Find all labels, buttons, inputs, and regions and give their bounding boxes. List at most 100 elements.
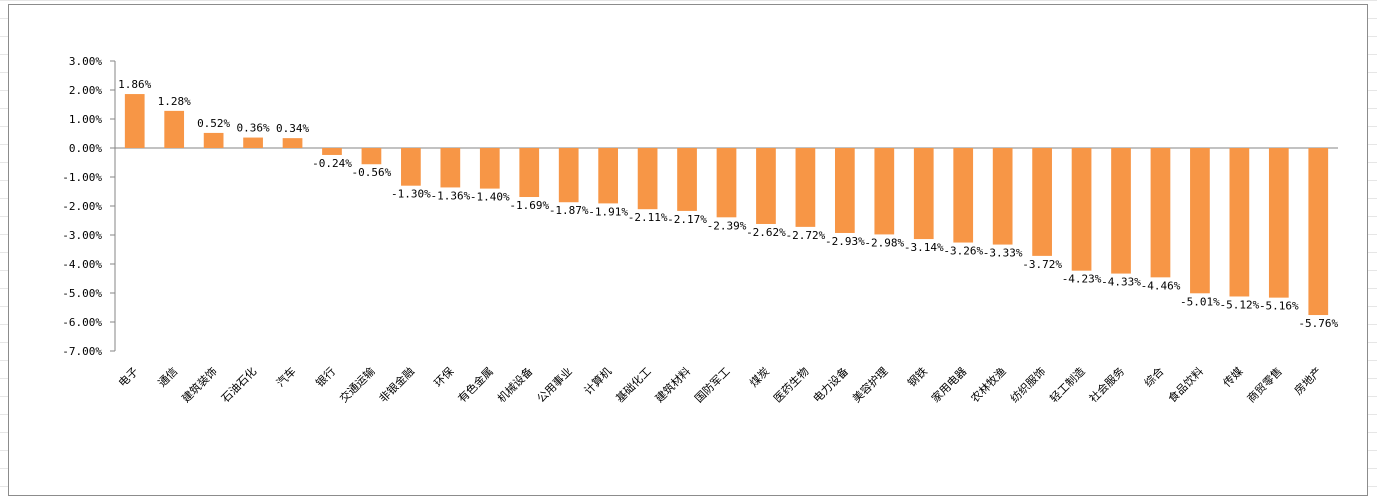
bars xyxy=(124,94,1329,316)
bar xyxy=(401,148,421,186)
bar xyxy=(1308,148,1329,316)
bar xyxy=(1032,148,1052,256)
bar xyxy=(558,148,579,203)
category-label: 建筑材料 xyxy=(652,364,693,405)
data-label: -2.72% xyxy=(786,229,826,242)
data-label: 0.34% xyxy=(276,122,309,135)
category-label: 电子 xyxy=(116,365,141,390)
bar xyxy=(124,94,145,148)
data-label: 0.36% xyxy=(237,122,270,135)
bar xyxy=(1111,148,1131,274)
bar xyxy=(1190,148,1210,294)
category-label: 轻工制造 xyxy=(1047,364,1088,405)
bar xyxy=(322,148,342,155)
category-label: 美容护理 xyxy=(849,364,890,405)
category-label: 建筑装饰 xyxy=(179,364,220,405)
bar xyxy=(361,148,382,165)
data-label: -2.98% xyxy=(864,236,904,249)
data-label: -1.36% xyxy=(430,189,470,202)
category-label: 非银金融 xyxy=(376,364,417,405)
bar xyxy=(1071,148,1092,271)
bar xyxy=(637,148,658,210)
chart-frame[interactable] xyxy=(8,4,1368,496)
bar xyxy=(874,148,895,235)
data-label: 0.52% xyxy=(197,117,230,130)
data-label: -0.56% xyxy=(352,166,392,179)
y-tick-label: 1.00% xyxy=(69,113,102,126)
data-label: -2.17% xyxy=(667,213,707,226)
bar xyxy=(1150,148,1171,278)
y-tick-label: 0.00% xyxy=(69,142,102,155)
category-label: 银行 xyxy=(313,364,338,389)
y-tick-label: -2.00% xyxy=(62,200,102,213)
bar xyxy=(795,148,816,227)
bar xyxy=(1268,148,1289,298)
data-label: -5.01% xyxy=(1180,295,1220,308)
y-tick-label: 3.00% xyxy=(69,55,102,68)
y-axis: 3.00% 2.00% 1.00% 0.00% -1.00% -2.00% -3.00% -4… xyxy=(62,55,1338,358)
bar xyxy=(716,148,737,218)
category-label: 电力设备 xyxy=(810,364,851,405)
bar xyxy=(203,132,224,148)
data-label: -1.69% xyxy=(509,199,549,212)
data-label: -2.93% xyxy=(825,235,865,248)
data-label: -4.23% xyxy=(1062,273,1102,286)
category-label: 石油石化 xyxy=(218,364,259,405)
y-tick-label: -7.00% xyxy=(62,345,102,358)
category-label: 汽车 xyxy=(273,364,298,389)
data-label: -5.12% xyxy=(1219,298,1259,311)
bar xyxy=(243,137,263,148)
category-label: 农林牧渔 xyxy=(968,364,1009,405)
data-label: 1.28% xyxy=(158,95,191,108)
data-label: -1.91% xyxy=(588,205,628,218)
category-label: 纺织服饰 xyxy=(1007,364,1048,405)
data-label: -1.40% xyxy=(470,191,510,204)
data-label: -1.87% xyxy=(549,204,589,217)
data-label: -2.11% xyxy=(628,211,668,224)
bar xyxy=(598,148,619,204)
category-label: 交通运输 xyxy=(337,364,378,405)
category-label: 房地产 xyxy=(1291,364,1324,397)
bar xyxy=(834,148,855,233)
category-label: 家用电器 xyxy=(928,364,969,405)
category-label: 商贸零售 xyxy=(1244,364,1285,405)
y-tick-label: -1.00% xyxy=(62,171,102,184)
data-label: -4.33% xyxy=(1101,276,1141,289)
category-label: 通信 xyxy=(156,365,181,390)
y-tick-label: -5.00% xyxy=(62,287,102,300)
bar xyxy=(1229,148,1250,297)
bar xyxy=(282,138,303,148)
data-label: -4.46% xyxy=(1141,279,1181,292)
bar xyxy=(479,148,500,189)
category-label: 公用事业 xyxy=(535,365,575,405)
category-label: 传媒 xyxy=(1221,365,1246,390)
category-label: 食品饮料 xyxy=(1165,364,1206,405)
data-label: -3.33% xyxy=(983,247,1023,260)
data-label: -5.76% xyxy=(1298,317,1338,330)
category-label: 有色金属 xyxy=(455,364,496,405)
bar xyxy=(519,148,540,198)
bar xyxy=(992,148,1013,245)
bar xyxy=(440,148,461,188)
y-tick-label: -3.00% xyxy=(62,229,102,242)
bar xyxy=(953,148,974,243)
data-label: -3.72% xyxy=(1022,258,1062,271)
data-label: -5.16% xyxy=(1259,300,1299,313)
y-tick-label: -4.00% xyxy=(62,258,102,271)
data-label: -2.62% xyxy=(746,226,786,239)
category-label: 计算机 xyxy=(581,364,614,397)
bar xyxy=(164,110,185,148)
data-label: -3.26% xyxy=(943,245,983,258)
category-label: 环保 xyxy=(431,364,456,389)
data-labels: 1.86% 1.28% 0.52% 0.36% 0.34% -0.24%-0.56% -1.… xyxy=(118,78,1338,330)
category-label: 机械设备 xyxy=(494,364,535,405)
category-label: 综合 xyxy=(1141,364,1166,389)
bar xyxy=(913,148,934,240)
category-label: 钢铁 xyxy=(905,365,930,390)
category-labels: 电子 通信 建筑装饰 石油石化 汽车 银行 交通运输 非银金融 环保 有色金属 机械设备 公用事业 计算… xyxy=(116,364,1324,405)
data-label: -3.14% xyxy=(904,241,944,254)
y-tick-label: -6.00% xyxy=(62,316,102,329)
category-label: 社会服务 xyxy=(1086,364,1127,405)
data-label: 1.86% xyxy=(118,78,151,91)
